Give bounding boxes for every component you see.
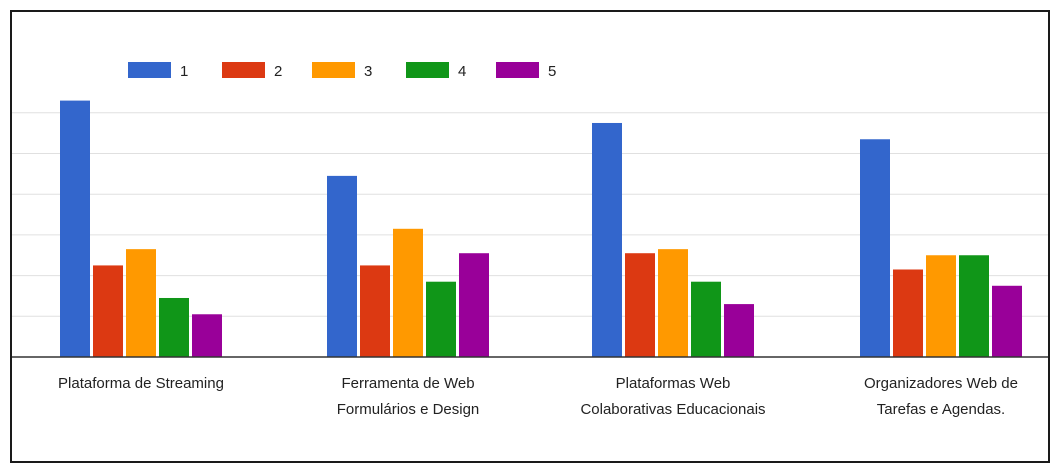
bar-series-5-cat-3 (724, 304, 754, 357)
legend-swatch-4 (406, 62, 449, 78)
bar-series-1-cat-4 (860, 139, 890, 357)
legend-label-2: 2 (274, 63, 282, 80)
bar-series-3-cat-1 (126, 249, 156, 357)
category-label-1: Plataforma de Streaming (58, 375, 224, 392)
legend-label-5: 5 (548, 63, 556, 80)
bar-series-3-cat-3 (658, 249, 688, 357)
category-label-2: Ferramenta de Web (341, 375, 474, 392)
category-label-4: Organizadores Web de (864, 375, 1018, 392)
bar-series-4-cat-3 (691, 281, 721, 357)
bar-series-5-cat-1 (192, 314, 222, 357)
x-axis-labels: Plataforma de Streaming Ferramenta de Web… (58, 375, 1018, 418)
chart-frame: 1 2 3 4 5 Plataforma de Streaming Ferramenta … (10, 10, 1050, 463)
bar-chart: 1 2 3 4 5 Plataforma de Streaming Ferramenta … (12, 57, 1048, 418)
legend-swatch-1 (128, 62, 171, 78)
bar-series-5-cat-4 (992, 285, 1022, 357)
category-label-3: Colaborativas Educacionais (580, 401, 765, 418)
category-label-2: Formulários e Design (337, 401, 480, 418)
legend-swatch-3 (312, 62, 355, 78)
bar-series-1-cat-2 (327, 175, 357, 357)
bar-series-4-cat-2 (426, 281, 456, 357)
bar-series-2-cat-1 (93, 265, 123, 357)
bar-series-1-cat-3 (592, 122, 622, 357)
category-label-4: Tarefas e Agendas. (877, 401, 1005, 418)
bar-series-3-cat-2 (393, 228, 423, 357)
bars (60, 100, 1022, 357)
legend-swatch-5 (496, 62, 539, 78)
legend-label-1: 1 (180, 63, 188, 80)
bar-series-4-cat-1 (159, 297, 189, 357)
legend-label-4: 4 (458, 63, 466, 80)
bar-series-3-cat-4 (926, 255, 956, 357)
bar-series-2-cat-4 (893, 269, 923, 357)
legend-swatch-2 (222, 62, 265, 78)
bar-series-2-cat-2 (360, 265, 390, 357)
category-label-3: Plataformas Web (616, 375, 731, 392)
legend-label-3: 3 (364, 63, 372, 80)
bar-series-5-cat-2 (459, 253, 489, 357)
bar-series-4-cat-4 (959, 255, 989, 357)
gridlines (12, 112, 1048, 317)
bar-series-2-cat-3 (625, 253, 655, 357)
bar-series-1-cat-1 (60, 100, 90, 357)
legend: 1 2 3 4 5 (117, 57, 587, 85)
